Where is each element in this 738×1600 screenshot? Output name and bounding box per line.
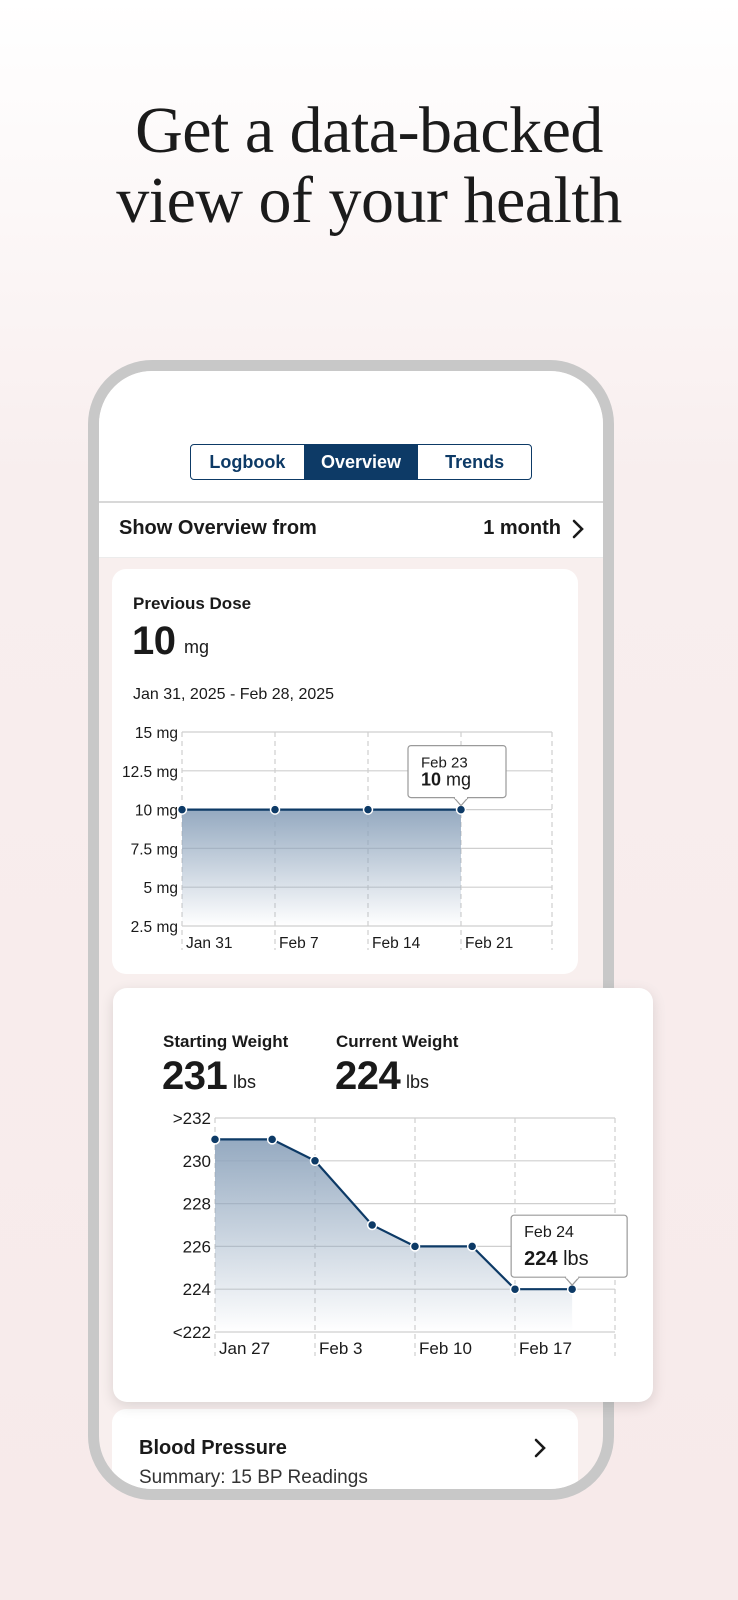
tab-trends[interactable]: Trends (417, 445, 531, 479)
dose-x-tick-label: Feb 14 (372, 935, 421, 952)
chevron-right-icon (534, 1438, 546, 1458)
weight-point (409, 1241, 421, 1252)
dose-x-tick-label: Jan 31 (186, 935, 233, 952)
weight-tooltip-value: 224 lbs (524, 1248, 589, 1270)
dose-x-tick-label: Feb 7 (279, 935, 319, 952)
weight-y-tick-label: 230 (183, 1152, 211, 1171)
weight-line (215, 1138, 573, 1291)
dose-point (269, 804, 281, 815)
dose-y-tick-label: 15 mg (135, 725, 178, 742)
current-weight-label: Current Weight (336, 1032, 459, 1051)
dose-point (176, 804, 188, 815)
previous-dose-value: 10 (132, 619, 176, 663)
dose-y-tick-label: 5 mg (144, 880, 178, 897)
tab-logbook[interactable]: Logbook (209, 452, 286, 472)
starting-weight-label: Starting Weight (163, 1032, 289, 1051)
overview-range-row[interactable]: Show Overview from 1 month (99, 503, 603, 558)
starting-weight-unit: lbs (233, 1072, 257, 1092)
dose-y-tick-label: 12.5 mg (122, 764, 178, 781)
chevron-right-icon (572, 519, 584, 539)
weight-point (466, 1241, 478, 1252)
weight-tooltip-date: Feb 24 (524, 1224, 574, 1241)
tab-overview[interactable]: Overview (303, 445, 418, 479)
dose-date-range: Jan 31, 2025 - Feb 28, 2025 (133, 686, 335, 703)
weight-x-tick-label: Feb 10 (419, 1339, 472, 1358)
current-weight-value: 224 (335, 1054, 401, 1098)
weight-y-tick-label: 228 (183, 1195, 211, 1214)
phone-header (99, 371, 603, 501)
starting-weight-value: 231 (162, 1054, 228, 1098)
weight-y-tick-label: <222 (173, 1323, 211, 1342)
dose-y-tick-label: 10 mg (135, 803, 178, 820)
view-segmented-control: Logbook Overview Trends (190, 444, 532, 480)
weight-point (266, 1134, 278, 1145)
weight-y-tick-label: 226 (183, 1237, 211, 1256)
weight-y-tick-label: 224 (183, 1280, 211, 1299)
weight-point (309, 1155, 321, 1167)
previous-dose-unit: mg (184, 637, 210, 657)
blood-pressure-title: Blood Pressure (139, 1437, 287, 1459)
dose-point (362, 804, 374, 815)
weight-y-tick-label: >232 (173, 1109, 211, 1128)
header-divider (99, 501, 603, 503)
weight-point (509, 1283, 521, 1295)
blood-pressure-summary: Summary: 15 BP Readings (139, 1467, 368, 1488)
dose-y-tick-label: 2.5 mg (131, 919, 178, 936)
dose-y-tick-label: 7.5 mg (131, 841, 178, 858)
headline-line-2: view of your health (116, 164, 622, 237)
current-weight-unit: lbs (406, 1072, 430, 1092)
dose-tooltip-value: 10 mg (421, 770, 471, 790)
weight-x-tick-label: Feb 17 (519, 1339, 572, 1358)
dose-chart: 15 mg 12.5 mg 10 mg 7.5 mg 5 mg 2.5 mg Jan 31 F… (122, 725, 553, 952)
blood-pressure-card[interactable]: Blood Pressure Summary: 15 BP Readings (112, 1409, 578, 1489)
weight-chart: >232 230 228 226 224 <222 Jan 27 Feb 3 Feb 10 Feb… (173, 1109, 628, 1358)
weight-card: Starting Weight 231 lbs Current Weight 2… (113, 988, 653, 1402)
dose-tooltip-date: Feb 23 (421, 755, 468, 772)
weight-tooltip-pointer (564, 1276, 580, 1287)
previous-dose-card: Previous Dose 10 mg Jan 31, 2025 - Feb 2… (112, 569, 578, 974)
weight-x-tick-label: Feb 3 (319, 1339, 362, 1358)
previous-dose-label: Previous Dose (133, 594, 252, 613)
weight-point (209, 1134, 221, 1145)
range-value: 1 month (483, 517, 561, 539)
dose-tooltip-pointer (453, 797, 469, 807)
weight-tooltip: Feb 24 224 lbs (510, 1214, 628, 1287)
weight-point (366, 1219, 378, 1231)
range-label: Show Overview from (119, 517, 317, 539)
dose-area (182, 809, 461, 926)
headline: Get a data-backed view of your health (0, 96, 738, 236)
headline-line-1: Get a data-backed (135, 94, 603, 167)
weight-x-tick-label: Jan 27 (219, 1339, 270, 1358)
dose-x-tick-label: Feb 21 (465, 935, 513, 952)
